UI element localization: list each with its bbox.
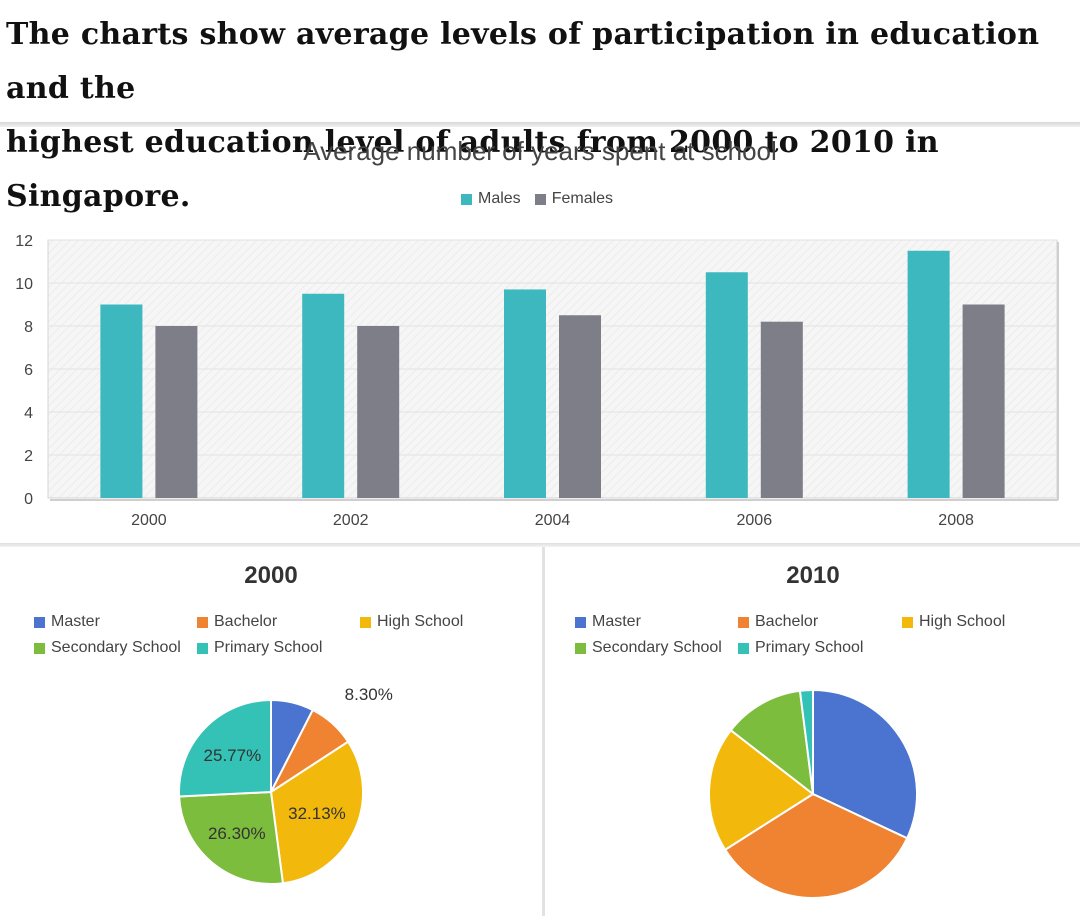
pie-data-label-high-school: 32.13% — [288, 804, 346, 823]
pie-slice-high-school[interactable] — [708, 728, 815, 852]
bar-chart-title: Average number of years spent at school — [303, 136, 777, 166]
pie-slice-primary-school[interactable] — [798, 688, 814, 795]
bar-males-2004[interactable] — [504, 289, 546, 498]
y-tick-label: 4 — [24, 405, 33, 422]
y-tick-label: 2 — [24, 448, 33, 465]
pie-slice-master[interactable] — [812, 688, 918, 840]
pie-2010-legend-primary-school[interactable]: Primary School — [738, 639, 863, 657]
x-tick-label: 2000 — [131, 512, 167, 529]
x-tick-label: 2008 — [938, 512, 974, 529]
pie-2000-legend-bachelor[interactable]: Bachelor — [197, 613, 277, 631]
bar-males-2000[interactable] — [100, 304, 143, 499]
pie-2010-legend-secondary-school[interactable]: Secondary School — [575, 639, 722, 657]
pie-slice-secondary-school[interactable] — [729, 689, 815, 797]
pie-chart-2010 — [708, 688, 918, 899]
pie-2000-legend-secondary-school[interactable]: Secondary School — [34, 639, 181, 657]
bar-females-2000[interactable] — [155, 326, 198, 498]
pie-data-label-bachelor: 8.30% — [345, 685, 393, 704]
y-tick-label: 8 — [24, 319, 33, 336]
pie-2000-legend-label-secondary-school: Secondary School — [51, 639, 181, 656]
pie-2000-swatch-master — [34, 616, 45, 628]
pie-chart-2000: 7.50%8.30%32.13%26.30%25.77% — [178, 685, 393, 885]
pie-data-label-secondary-school: 26.30% — [208, 824, 266, 843]
pie-2010-legend-label-master: Master — [592, 613, 641, 630]
bar-chart-legend: Males Females — [461, 190, 627, 208]
legend-item-females[interactable]: Females — [534, 190, 614, 208]
pie-2000-swatch-primary-school — [197, 642, 208, 654]
pie-2000-legend-primary-school[interactable]: Primary School — [197, 639, 322, 657]
pie-2010-swatch-secondary-school — [575, 642, 586, 654]
pie-2010-legend-label-secondary-school: Secondary School — [592, 639, 722, 656]
y-tick-label: 6 — [24, 362, 33, 379]
x-tick-label: 2004 — [535, 512, 571, 529]
heading-line-1: The charts show average levels of partic… — [6, 17, 1040, 106]
pie-2000-legend-label-primary-school: Primary School — [214, 639, 323, 656]
pie-slice-secondary-school[interactable] — [178, 790, 285, 885]
pie-2010-swatch-primary-school — [738, 642, 749, 654]
pie-2010-legend-high-school[interactable]: High School — [902, 613, 1005, 631]
pie-2000-legend-label-high-school: High School — [377, 613, 464, 630]
pie-2000-legend-high-school[interactable]: High School — [360, 613, 463, 631]
x-tick-label: 2006 — [737, 512, 773, 529]
pie-2010-legend-label-primary-school: Primary School — [755, 639, 864, 656]
pie-2010-swatch-bachelor — [738, 616, 749, 628]
pie-2000-legend-master[interactable]: Master — [34, 613, 100, 631]
y-tick-label: 12 — [15, 233, 33, 250]
pie-2010-legend-label-high-school: High School — [919, 613, 1006, 630]
pie-2000-swatch-high-school — [360, 616, 371, 628]
bar-females-2006[interactable] — [760, 321, 803, 498]
bar-females-2002[interactable] — [357, 326, 400, 498]
pie-data-label-primary-school: 25.77% — [204, 746, 262, 765]
legend-swatch-females — [534, 193, 546, 205]
pie-2010-legend-label-bachelor: Bachelor — [755, 613, 819, 630]
bar-females-2008[interactable] — [962, 304, 1005, 499]
pie-2000-legend-label-bachelor: Bachelor — [214, 613, 278, 630]
legend-label-females: Females — [551, 190, 614, 207]
bar-males-2006[interactable] — [705, 272, 748, 498]
y-tick-label: 10 — [15, 276, 33, 293]
pie-2010-legend-bachelor[interactable]: Bachelor — [738, 613, 818, 631]
middle-divider — [0, 543, 1080, 547]
x-tick-label: 2002 — [333, 512, 369, 529]
heading-line-2: highest education level of adults from 2… — [6, 125, 939, 214]
pie-2010-title: 2010 — [786, 562, 840, 589]
pie-slice-primary-school[interactable] — [178, 698, 272, 798]
bar-females-2004[interactable] — [559, 315, 601, 498]
legend-swatch-males — [461, 193, 472, 205]
pie-2010-legend-master[interactable]: Master — [575, 613, 641, 631]
bar-males-2002[interactable] — [302, 293, 345, 498]
bar-chart: 0 2 4 6 8 10 12 2000 2002 2004 2006 2008 — [15, 233, 1059, 529]
vertical-divider — [542, 547, 545, 916]
y-tick-label: 0 — [24, 491, 33, 508]
pie-2010-swatch-high-school — [902, 616, 913, 628]
legend-label-males: Males — [478, 190, 521, 207]
pie-slice-bachelor[interactable] — [723, 792, 909, 899]
page-heading: The charts show average levels of partic… — [6, 8, 1074, 224]
bar-males-2008[interactable] — [907, 250, 950, 498]
pie-2010-swatch-master — [575, 616, 586, 628]
pie-2000-swatch-bachelor — [197, 616, 208, 628]
pie-2000-title: 2000 — [244, 562, 298, 589]
legend-item-males[interactable]: Males — [461, 190, 521, 208]
top-divider — [0, 122, 1080, 127]
pie-slice-high-school[interactable] — [269, 740, 364, 885]
pie-2000-legend-label-master: Master — [51, 613, 100, 630]
pie-2000-swatch-secondary-school — [34, 642, 45, 654]
